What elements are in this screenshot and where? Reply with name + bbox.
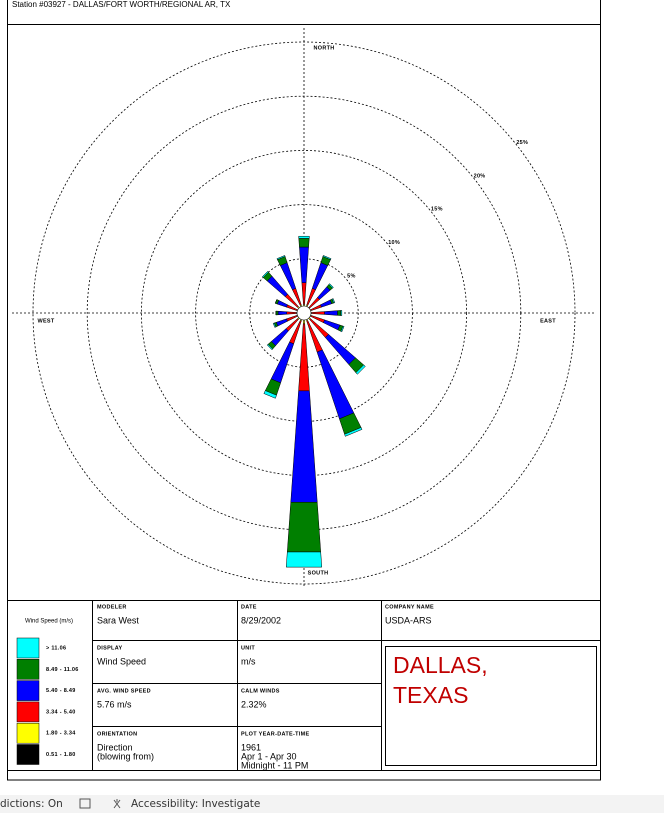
- legend-swatch: [16, 722, 40, 744]
- petal-segment: [355, 364, 366, 375]
- cell-value: 5.76 m/s: [97, 699, 132, 709]
- direction-label: SOUTH: [308, 570, 329, 576]
- petal-segment: [337, 310, 342, 316]
- status-bar: [0, 795, 664, 813]
- petal-segment: [261, 270, 269, 278]
- legend-label: 0.51 - 1.80: [46, 752, 76, 758]
- cell-value: (blowing from): [97, 751, 154, 761]
- ring: [140, 149, 468, 477]
- status-predictions[interactable]: dictions: On: [0, 798, 63, 810]
- petal-segment: [324, 310, 338, 316]
- cell-label: UNIT: [241, 645, 255, 651]
- ring-label: 10%: [388, 240, 400, 246]
- petal-segment: [272, 322, 277, 328]
- cell-value: Apr 1 - Apr 30: [241, 751, 297, 761]
- cell-value: Sara West: [97, 615, 139, 625]
- petal-segment: [277, 310, 287, 316]
- info-table: Wind Speed (m/s) > 11.06 8.49 - 11.06 5.40 …: [7, 600, 601, 771]
- petal-segment: [285, 551, 323, 568]
- rose: 5% 10% 15% 20% 25% NORTH EAST SOUTH WEST: [12, 28, 596, 588]
- legend-label: 3.34 - 5.40: [46, 709, 76, 715]
- petal-segment: [298, 235, 310, 239]
- legend-label: 8.49 - 11.06: [46, 667, 79, 673]
- petal-segment: [287, 501, 321, 553]
- cell-value: Direction: [97, 742, 133, 752]
- legend-title: Wind Speed (m/s): [25, 619, 73, 625]
- cell-value: Midnight - 11 PM: [241, 760, 308, 770]
- legend-swatch: [16, 744, 40, 765]
- cell-label: ORIENTATION: [97, 731, 137, 737]
- status-accessibility[interactable]: Accessibility: Investigate: [131, 798, 260, 810]
- petal-segment: [340, 310, 343, 316]
- petal-segment: [263, 390, 277, 399]
- cell-value: Wind Speed: [97, 656, 146, 666]
- cell-label: CALM WINDS: [241, 688, 280, 694]
- petal-segment: [344, 427, 363, 437]
- direction-label: NORTH: [313, 45, 334, 51]
- legend-swatch: [16, 680, 40, 701]
- legend-label: 5.40 - 8.49: [46, 688, 76, 694]
- legend-swatch: [16, 637, 40, 659]
- cell-value: USDA-ARS: [385, 615, 432, 625]
- petal-segment: [274, 299, 278, 304]
- ring-label: 20%: [474, 173, 486, 179]
- calm-circle: [296, 305, 312, 321]
- cell-value: 8/29/2002: [241, 615, 281, 625]
- legend-label: > 11.06: [46, 645, 66, 651]
- petal-segment: [275, 310, 279, 316]
- cell-label: PLOT YEAR-DATE-TIME: [241, 731, 309, 737]
- petal-segment: [340, 325, 345, 333]
- petal-segment: [322, 255, 332, 260]
- notes-icon[interactable]: [79, 798, 91, 809]
- cell-value: 2.32%: [241, 699, 267, 709]
- petal-segment: [276, 255, 286, 260]
- direction-label: WEST: [37, 318, 54, 324]
- legend-swatch: [16, 701, 40, 723]
- cell-label: DISPLAY: [97, 645, 122, 651]
- legend-label: 1.80 - 3.34: [46, 731, 76, 737]
- ring-label: 5%: [347, 273, 356, 279]
- cell-value: 1961: [241, 742, 261, 752]
- petal-segment: [331, 298, 336, 304]
- petal-segment: [286, 311, 297, 315]
- ring: [32, 41, 576, 585]
- comment-text: DALLAS,: [393, 652, 488, 678]
- petal-segment: [328, 283, 334, 289]
- direction-label: EAST: [540, 318, 556, 324]
- chart-title: Station #03927 - DALLAS/FORT WORTH/REGIO…: [12, 0, 231, 9]
- cell-label: COMPANY NAME: [385, 604, 434, 610]
- ring-label: 15%: [431, 207, 443, 213]
- petal-segment: [298, 238, 310, 248]
- frame: [7, 0, 601, 781]
- ring: [195, 204, 413, 422]
- cell-label: MODELER: [97, 604, 127, 610]
- petal-segment: [266, 343, 274, 351]
- comment-text: TEXAS: [393, 682, 468, 708]
- accessibility-icon[interactable]: [113, 799, 121, 809]
- cell-label: AVG. WIND SPEED: [97, 688, 151, 694]
- ring-label: 25%: [516, 140, 528, 146]
- legend-swatch: [16, 659, 40, 680]
- cell-label: DATE: [241, 604, 257, 610]
- cell-value: m/s: [241, 656, 256, 666]
